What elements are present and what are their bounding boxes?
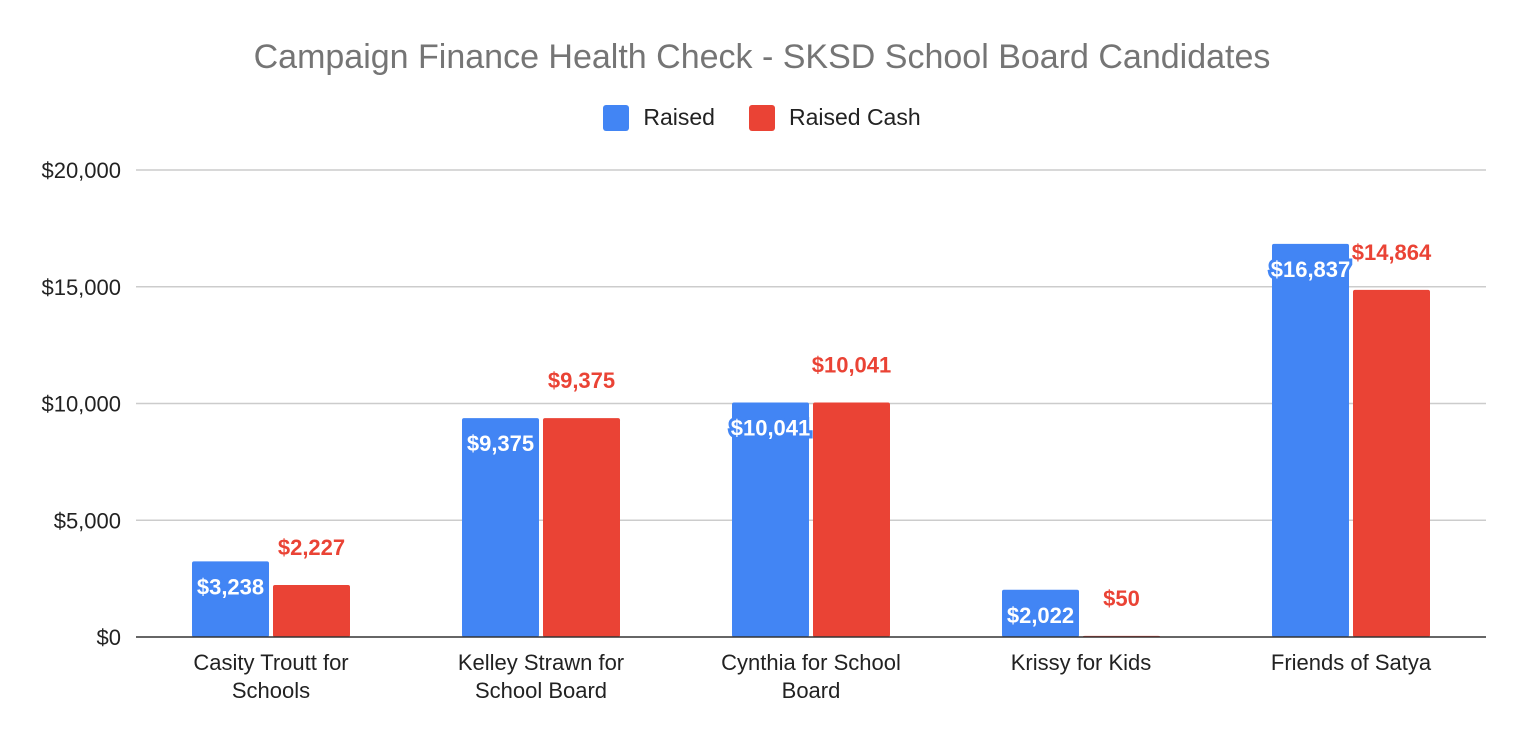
legend: Raised Raised Cash xyxy=(0,104,1524,131)
y-tick-label: $5,000 xyxy=(54,508,121,533)
bar-raised[interactable] xyxy=(192,561,269,637)
data-label-raised: $9,375 xyxy=(467,431,534,456)
data-label-raised: $16,837 xyxy=(1271,257,1351,282)
x-category-label: School Board xyxy=(475,678,607,703)
data-label-raised-cash: $10,041 xyxy=(812,353,892,378)
bar-raised[interactable] xyxy=(1272,243,1349,637)
legend-label-raised-cash: Raised Cash xyxy=(788,104,921,130)
data-label-raised-cash: $50 xyxy=(1103,586,1140,611)
chart-title: Campaign Finance Health Check - SKSD Sch… xyxy=(253,38,1271,76)
legend-item-raised[interactable]: Raised xyxy=(603,104,715,131)
legend-swatch-raised xyxy=(603,104,630,131)
data-label-raised-cash: $14,864 xyxy=(1352,240,1432,265)
bar-raised[interactable] xyxy=(1002,589,1079,637)
legend-swatch-raised-cash xyxy=(748,104,775,131)
y-tick-label: $20,000 xyxy=(41,158,121,183)
x-category-label: Schools xyxy=(232,678,310,703)
x-category-label: Krissy for Kids xyxy=(1011,650,1152,675)
bar-raised-cash[interactable] xyxy=(273,584,350,637)
data-label-raised: $10,041 xyxy=(731,416,811,441)
bar-raised-cash[interactable] xyxy=(813,402,890,637)
y-tick-label: $10,000 xyxy=(41,392,121,417)
y-tick-label: $15,000 xyxy=(41,275,121,300)
bar-raised[interactable] xyxy=(732,402,809,637)
x-category-label: Friends of Satya xyxy=(1271,650,1432,675)
x-category-label: Kelley Strawn for xyxy=(458,650,624,675)
legend-item-raised-cash[interactable]: Raised Cash xyxy=(748,104,921,131)
data-label-raised-cash: $2,227 xyxy=(278,535,345,560)
x-category-label: Cynthia for School xyxy=(721,650,901,675)
data-label-raised: $3,238 xyxy=(197,574,264,599)
x-category-label: Board xyxy=(782,678,841,703)
legend-label-raised: Raised xyxy=(643,104,715,130)
bar-raised-cash[interactable] xyxy=(543,418,620,637)
data-label-raised: $2,022 xyxy=(1007,603,1074,628)
x-category-label: Casity Troutt for xyxy=(193,650,348,675)
bar-raised-cash[interactable] xyxy=(1353,289,1430,637)
bar-raised[interactable] xyxy=(462,418,539,637)
data-label-raised-cash: $9,375 xyxy=(548,368,615,393)
y-tick-label: $0 xyxy=(97,625,121,650)
